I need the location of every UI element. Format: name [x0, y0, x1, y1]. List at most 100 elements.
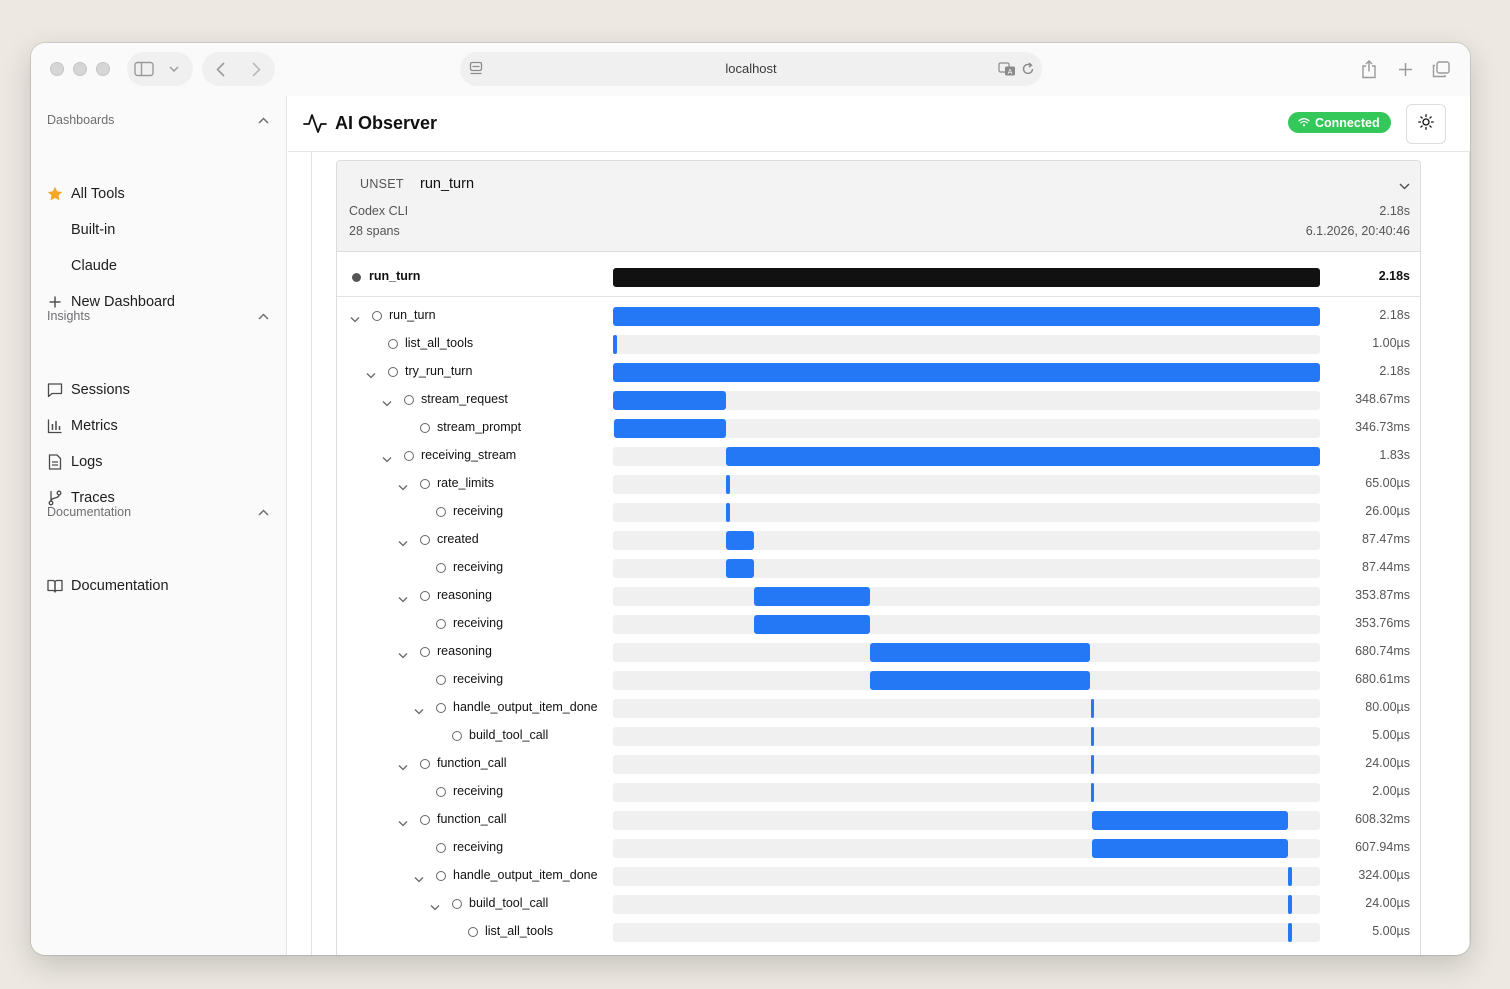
span-duration-bar — [1090, 783, 1094, 802]
translate-icon[interactable]: A — [998, 62, 1016, 81]
page-menu-icon[interactable] — [469, 61, 483, 82]
span-row[interactable]: handle_output_item_done 324.00µs — [337, 863, 1420, 891]
trace-header[interactable]: UNSET run_turn Codex CLI 28 spans 2.18s … — [337, 161, 1420, 252]
chevron-down-icon[interactable] — [398, 590, 410, 603]
new-tab-icon[interactable] — [1390, 54, 1420, 84]
chevron-down-icon[interactable] — [398, 646, 410, 659]
span-duration-bar — [1090, 699, 1094, 718]
chevron-down-icon[interactable] — [430, 898, 442, 911]
span-status-icon — [372, 311, 382, 321]
chevron-up-icon[interactable] — [258, 309, 269, 323]
sidebar-item-new-dashboard[interactable]: New Dashboard — [47, 288, 269, 316]
span-name: receiving — [453, 616, 504, 630]
sidebar-item-documentation[interactable]: Documentation — [47, 572, 269, 600]
trace-span-count: 28 spans — [349, 224, 400, 238]
span-row[interactable]: receiving 353.76ms — [337, 611, 1420, 639]
span-row[interactable]: build_tool_call 24.00µs — [337, 891, 1420, 919]
sidebar-section-documentation[interactable]: Documentation — [47, 505, 269, 523]
span-row[interactable]: function_call 608.32ms — [337, 807, 1420, 835]
span-duration: 24.00µs — [1365, 756, 1410, 770]
zoom-window-button[interactable] — [96, 62, 110, 76]
span-row[interactable]: receiving 26.00µs — [337, 499, 1420, 527]
chevron-down-icon[interactable] — [414, 702, 426, 715]
span-row[interactable]: reasoning 680.74ms — [337, 639, 1420, 667]
span-status-icon — [436, 563, 446, 573]
sidebar-item-metrics[interactable]: Metrics — [47, 412, 269, 440]
span-row[interactable]: rate_limits 65.00µs — [337, 471, 1420, 499]
span-status-icon — [436, 619, 446, 629]
share-icon[interactable] — [1354, 54, 1384, 84]
sidebar-item-built-in[interactable]: Built-in — [47, 216, 269, 244]
sidebar-section-dashboards[interactable]: Dashboards — [47, 113, 269, 131]
close-window-button[interactable] — [50, 62, 64, 76]
chevron-down-icon[interactable] — [398, 758, 410, 771]
minimize-window-button[interactable] — [73, 62, 87, 76]
span-duration-bar — [1090, 755, 1094, 774]
span-row[interactable]: list_all_tools 5.00µs — [337, 919, 1420, 947]
chevron-down-icon[interactable] — [161, 52, 187, 86]
span-timeline-track — [613, 531, 1320, 550]
span-row[interactable]: created 87.47ms — [337, 527, 1420, 555]
chevron-down-icon[interactable] — [382, 394, 394, 407]
span-status-icon — [420, 759, 430, 769]
span-row[interactable]: receiving_stream 1.83s — [337, 443, 1420, 471]
sidebar-item-sessions[interactable]: Sessions — [47, 376, 269, 404]
span-row[interactable]: build_tool_call 5.00µs — [337, 723, 1420, 751]
tab-overview-icon[interactable] — [1426, 54, 1456, 84]
sidebar-item-logs[interactable]: Logs — [47, 448, 269, 476]
span-row[interactable]: receiving 87.44ms — [337, 555, 1420, 583]
chevron-down-icon[interactable] — [350, 310, 362, 323]
svg-text:A: A — [1008, 69, 1013, 76]
span-row[interactable]: receiving 607.94ms — [337, 835, 1420, 863]
span-name: list_all_tools — [405, 336, 474, 350]
chevron-down-icon[interactable] — [414, 870, 426, 883]
sidebar-item-claude[interactable]: Claude — [47, 252, 269, 280]
span-row[interactable]: run_turn 2.18s — [337, 303, 1420, 331]
span-timeline-track — [613, 475, 1320, 494]
span-duration-bar — [1288, 923, 1292, 942]
root-span-duration: 2.18s — [1378, 269, 1410, 283]
wifi-icon — [1298, 116, 1310, 130]
back-arrow-icon[interactable] — [202, 52, 238, 86]
chevron-down-icon[interactable] — [1399, 177, 1410, 195]
span-duration: 348.67ms — [1355, 392, 1410, 406]
chevron-down-icon[interactable] — [366, 366, 378, 379]
sidebar: Dashboards All Tools Built-in Claude New… — [31, 96, 287, 955]
span-duration: 80.00µs — [1365, 700, 1410, 714]
span-row[interactable]: list_all_tools 1.00µs — [337, 331, 1420, 359]
browser-window: localhost A Dashboards All Tools — [31, 43, 1470, 955]
span-name: handle_output_item_done — [453, 700, 598, 714]
sidebar-toggle-icon[interactable] — [127, 52, 161, 86]
span-row[interactable]: try_run_turn 2.18s — [337, 359, 1420, 387]
span-duration: 324.00µs — [1358, 868, 1410, 882]
chevron-up-icon[interactable] — [258, 505, 269, 519]
span-timeline-track — [613, 615, 1320, 634]
span-duration: 1.00µs — [1372, 336, 1410, 350]
chevron-down-icon[interactable] — [398, 478, 410, 491]
span-row[interactable]: handle_output_item_done 80.00µs — [337, 695, 1420, 723]
chevron-down-icon[interactable] — [398, 534, 410, 547]
span-duration: 680.74ms — [1355, 644, 1410, 658]
span-row[interactable]: reasoning 353.87ms — [337, 583, 1420, 611]
span-row[interactable]: stream_prompt 346.73ms — [337, 415, 1420, 443]
sidebar-section-insights[interactable]: Insights — [47, 309, 269, 327]
chevron-down-icon[interactable] — [382, 450, 394, 463]
chevron-down-icon[interactable] — [398, 814, 410, 827]
span-row[interactable]: receiving 680.61ms — [337, 667, 1420, 695]
span-status-icon — [436, 843, 446, 853]
span-duration: 1.83s — [1379, 448, 1410, 462]
sidebar-item-all-tools[interactable]: All Tools — [47, 180, 269, 208]
span-duration-bar — [726, 559, 755, 578]
reload-icon[interactable] — [1021, 62, 1035, 81]
theme-toggle-button[interactable] — [1406, 104, 1446, 144]
forward-arrow-icon[interactable] — [238, 52, 274, 86]
span-row[interactable]: receiving 2.00µs — [337, 779, 1420, 807]
span-duration-bar — [726, 503, 730, 522]
root-span-name: run_turn — [369, 269, 421, 283]
chevron-up-icon[interactable] — [258, 113, 269, 127]
root-span-row[interactable]: run_turn 2.18s — [337, 252, 1420, 297]
sidebar-item-traces[interactable]: Traces — [47, 484, 269, 512]
span-row[interactable]: stream_request 348.67ms — [337, 387, 1420, 415]
address-bar[interactable]: localhost A — [460, 52, 1042, 86]
span-row[interactable]: function_call 24.00µs — [337, 751, 1420, 779]
